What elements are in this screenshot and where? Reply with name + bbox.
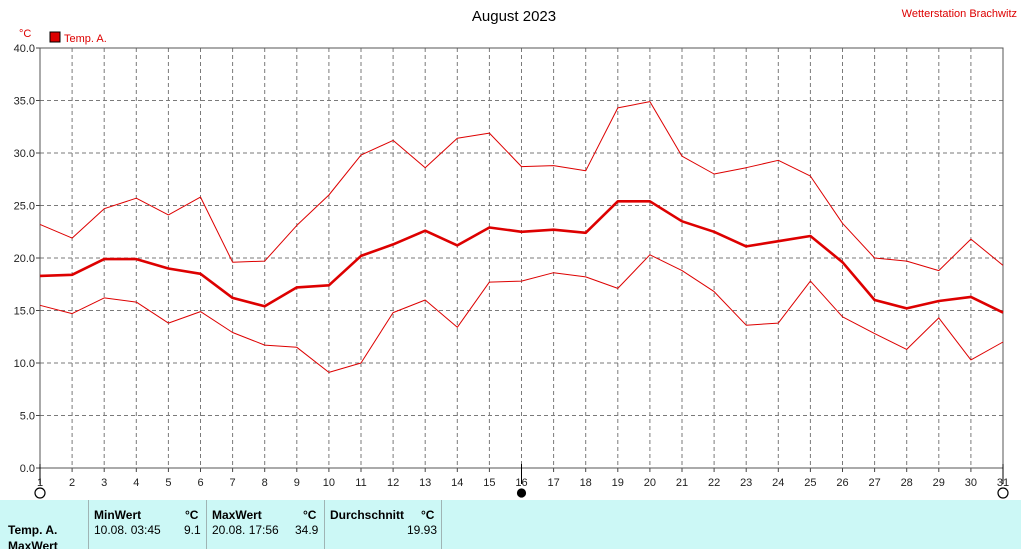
x-tick-label: 5 — [165, 477, 171, 489]
day-marker — [997, 487, 1009, 499]
series-line-mean — [39, 200, 1004, 314]
x-tick-label: 22 — [708, 477, 720, 489]
x-tick-label: 8 — [262, 477, 268, 489]
day-marker — [34, 487, 46, 499]
x-tick-label: 25 — [804, 477, 816, 489]
x-tick-label: 13 — [419, 477, 431, 489]
min-unit: °C — [185, 508, 199, 522]
x-tick-label: 15 — [483, 477, 495, 489]
max-unit: °C — [303, 508, 317, 522]
day-marker — [516, 488, 527, 498]
x-tick-label: 18 — [580, 477, 592, 489]
x-tick-label: 7 — [230, 477, 236, 489]
series-line-max — [39, 101, 1004, 272]
x-tick-label: 20 — [644, 477, 656, 489]
avg-header: Durchschnitt — [330, 508, 405, 522]
min-value: 9.1 — [184, 523, 201, 537]
y-tick-label: 0.0 — [20, 463, 35, 475]
legend-swatch — [49, 31, 61, 43]
min-time: 10.08. 03:45 — [94, 523, 161, 537]
y-tick-label: 20.0 — [14, 253, 35, 265]
day-markers — [34, 464, 1009, 499]
x-tick-label: 17 — [547, 477, 559, 489]
max-cell: MaxWert °C 20.08. 17:56 34.9 — [207, 500, 324, 549]
y-tick-label: 15.0 — [14, 306, 35, 318]
x-tick-label: 26 — [836, 477, 848, 489]
max-header: MaxWert — [212, 508, 262, 522]
y-axis-unit: °C — [19, 28, 31, 40]
x-tick-label: 19 — [612, 477, 624, 489]
x-tick-label: 6 — [197, 477, 203, 489]
x-tick-label: 11 — [355, 477, 366, 489]
y-tick-label: 25.0 — [14, 201, 35, 213]
max-value: 34.9 — [295, 523, 319, 537]
stats-row2-label: MaxWert — [8, 539, 58, 549]
y-tick-label: 10.0 — [14, 358, 35, 370]
chart-title: August 2023 — [472, 8, 556, 25]
series — [39, 101, 1004, 373]
series-line-min — [39, 254, 1004, 373]
x-tick-label: 10 — [323, 477, 335, 489]
stats-series-label: Temp. A. — [8, 523, 58, 537]
x-tick-label: 27 — [868, 477, 880, 489]
x-tick-label: 12 — [387, 477, 399, 489]
x-tick-label: 23 — [740, 477, 752, 489]
station-name: Wetterstation Brachwitz — [902, 8, 1017, 20]
y-tick-label: 30.0 — [14, 148, 35, 160]
min-cell: MinWert °C 10.08. 03:45 9.1 — [89, 500, 206, 549]
x-tick-label: 28 — [901, 477, 913, 489]
y-tick-label: 35.0 — [14, 96, 35, 108]
y-tick-label: 40.0 — [14, 43, 35, 55]
grid — [40, 48, 1003, 468]
avg-value: 19.93 — [407, 523, 438, 537]
stats-divider — [206, 500, 207, 549]
stats-divider — [88, 500, 89, 549]
y-tick-label: 5.0 — [20, 411, 35, 423]
legend-label: Temp. A. — [64, 33, 107, 45]
stats-label-cell: Temp. A. MaxWert — [0, 500, 88, 549]
statistics-panel: Temp. A. MaxWert MinWert °C 10.08. 03:45… — [0, 500, 1021, 549]
avg-cell: Durchschnitt °C 19.93 — [325, 500, 441, 549]
stats-divider — [441, 500, 442, 549]
x-tick-label: 3 — [101, 477, 107, 489]
x-tick-label: 29 — [933, 477, 945, 489]
x-tick-label: 21 — [676, 477, 688, 489]
x-tick-label: 4 — [133, 477, 139, 489]
temperature-chart: August 2023 Wetterstation Brachwitz °C T… — [14, 8, 1017, 499]
min-header: MinWert — [94, 508, 142, 522]
x-tick-label: 2 — [69, 477, 75, 489]
max-time: 20.08. 17:56 — [212, 523, 279, 537]
stats-divider — [324, 500, 325, 549]
x-tick-label: 24 — [772, 477, 784, 489]
x-tick-label: 9 — [294, 477, 300, 489]
x-tick-label: 30 — [965, 477, 977, 489]
avg-unit: °C — [421, 508, 435, 522]
x-tick-label: 14 — [451, 477, 463, 489]
